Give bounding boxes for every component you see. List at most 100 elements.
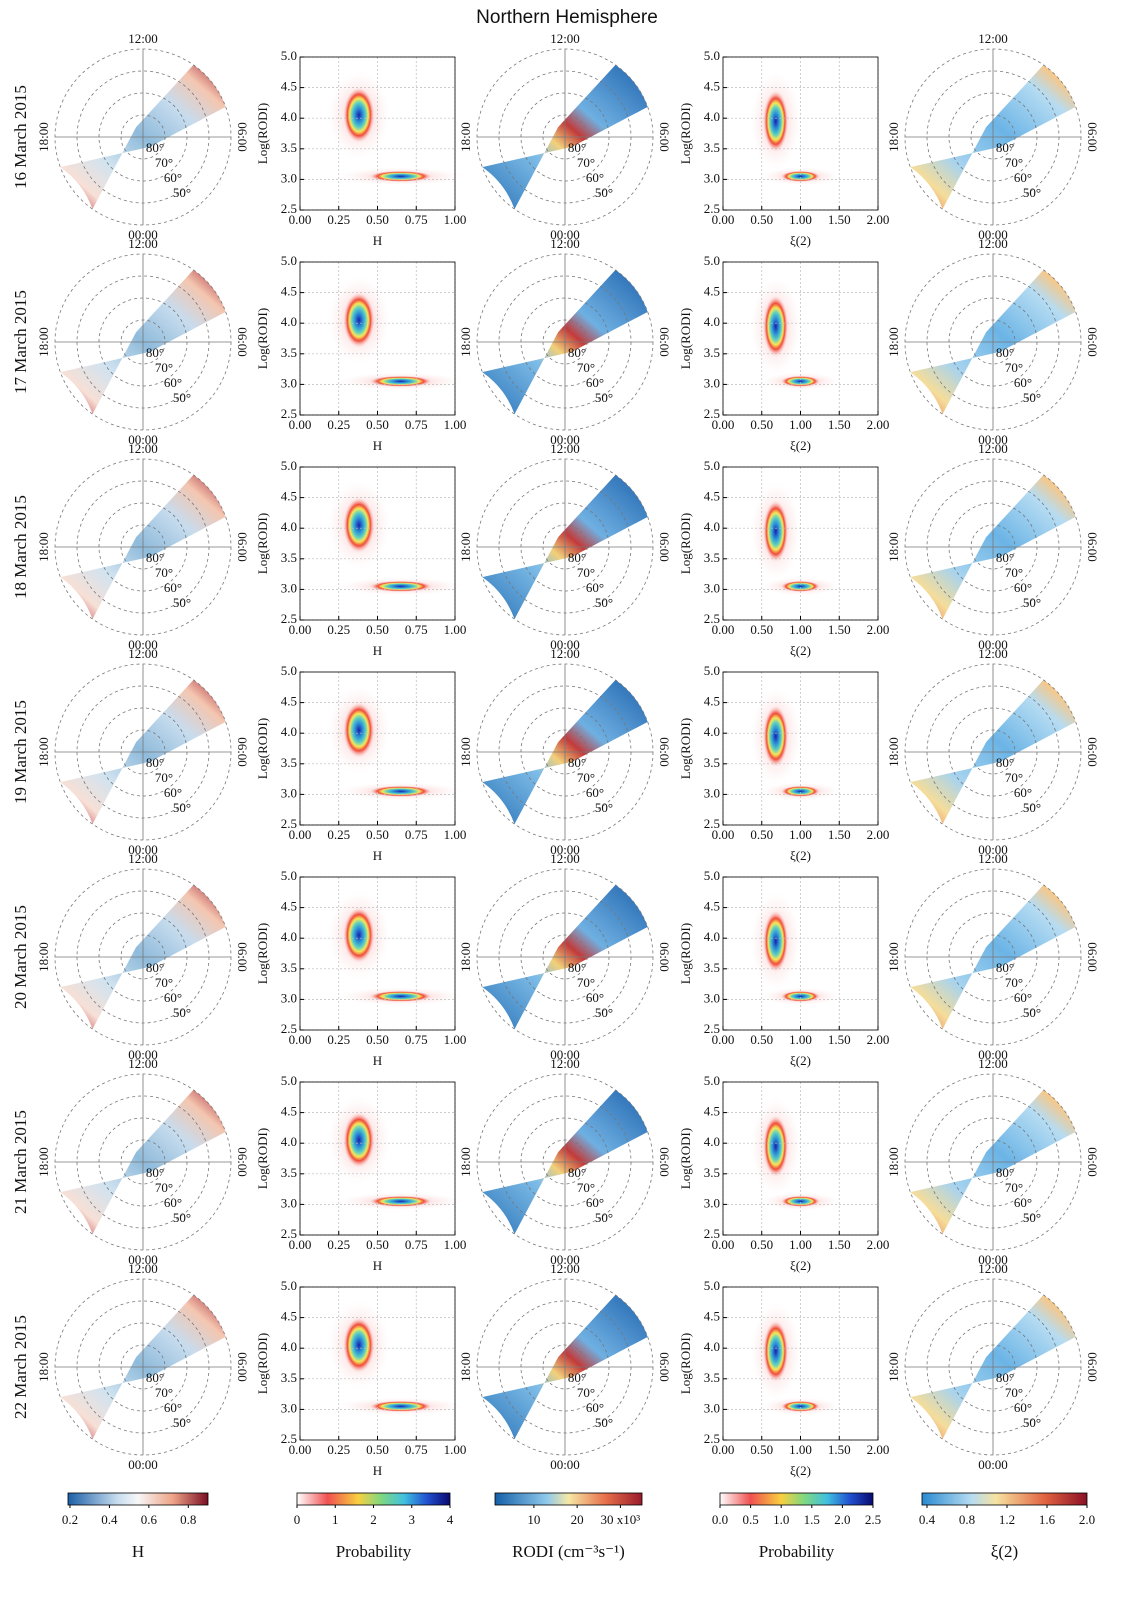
x-tick-label: 0.75	[405, 1237, 428, 1252]
y-tick-label: 2.5	[704, 201, 720, 216]
time-label: 18:00	[886, 942, 901, 972]
y-tick-label: 5.0	[704, 1278, 720, 1293]
row-label: 19 March 2015	[11, 700, 30, 804]
y-tick-label: 4.5	[704, 694, 720, 709]
time-label: 18:00	[36, 1352, 51, 1382]
x-tick-label: 1.50	[828, 212, 851, 227]
time-label: 12:00	[550, 236, 580, 251]
lat-label: 70°	[1005, 770, 1023, 785]
y-tick-label: 2.5	[704, 816, 720, 831]
lat-label: 70°	[1005, 360, 1023, 375]
x-tick-label: 1.00	[789, 417, 812, 432]
colorbar-tick-label: 1.5	[804, 1512, 820, 1527]
y-axis-label: Log(RODI)	[678, 1128, 693, 1189]
lat-label: 80°	[146, 550, 164, 565]
time-label: 12:00	[128, 31, 158, 46]
time-label: 06:00	[235, 1352, 250, 1382]
colorbar-tick-label: 0.4	[101, 1512, 118, 1527]
lat-label: 50°	[595, 185, 613, 200]
y-tick-label: 2.5	[704, 1021, 720, 1036]
y-tick-label: 4.0	[281, 519, 297, 534]
time-label: 06:00	[1085, 122, 1100, 152]
density-core	[343, 1113, 374, 1168]
lat-label: 80°	[146, 1370, 164, 1385]
lat-label: 70°	[155, 155, 173, 170]
lat-label: 80°	[996, 140, 1014, 155]
y-tick-label: 3.0	[281, 375, 297, 390]
y-axis-label: Log(RODI)	[678, 718, 693, 779]
x-tick-label: 0.75	[405, 417, 428, 432]
lat-label: 70°	[155, 360, 173, 375]
lat-label: 80°	[996, 755, 1014, 770]
x-tick-label: 0.50	[366, 827, 389, 842]
y-tick-label: 3.5	[281, 345, 297, 360]
density-core	[781, 1401, 820, 1412]
lat-label: 70°	[577, 155, 595, 170]
y-tick-label: 3.5	[281, 960, 297, 975]
time-label: 06:00	[235, 1147, 250, 1177]
x-tick-label: 2.00	[867, 1442, 890, 1457]
density-core	[370, 991, 432, 1002]
time-label: 18:00	[458, 327, 473, 357]
colorbar-tick-label: 20	[571, 1512, 584, 1527]
lat-label: 50°	[173, 390, 191, 405]
x-tick-label: 2.00	[867, 1237, 890, 1252]
time-label: 00:00	[128, 1457, 158, 1472]
x-axis-label: ξ(2)	[790, 1258, 811, 1273]
y-tick-label: 5.0	[281, 1278, 297, 1293]
lat-label: 60°	[164, 375, 182, 390]
time-label: 12:00	[978, 1056, 1008, 1071]
lat-label: 60°	[164, 1400, 182, 1415]
y-tick-label: 3.5	[704, 1370, 720, 1385]
y-tick-label: 3.5	[704, 755, 720, 770]
lat-label: 70°	[1005, 1180, 1023, 1195]
time-label: 06:00	[1085, 327, 1100, 357]
density-core	[370, 786, 432, 797]
lat-label: 60°	[586, 990, 604, 1005]
lat-label: 70°	[155, 770, 173, 785]
lat-label: 50°	[173, 185, 191, 200]
x-tick-label: 0.50	[366, 212, 389, 227]
lat-label: 50°	[595, 1210, 613, 1225]
y-tick-label: 4.0	[281, 109, 297, 124]
time-label: 06:00	[235, 327, 250, 357]
figure: Northern Hemisphere 16 March 201512:0000…	[0, 0, 1134, 1623]
y-tick-label: 4.0	[704, 929, 720, 944]
y-axis-label: Log(RODI)	[255, 513, 270, 574]
x-tick-label: 0.50	[366, 1237, 389, 1252]
y-tick-label: 3.5	[281, 1165, 297, 1180]
density-core	[763, 1116, 788, 1177]
time-label: 06:00	[657, 942, 672, 972]
lat-label: 60°	[164, 785, 182, 800]
lat-label: 50°	[1023, 390, 1041, 405]
x-tick-label: 1.00	[789, 1442, 812, 1457]
x-axis-label: H	[373, 643, 382, 658]
time-label: 12:00	[978, 646, 1008, 661]
lat-label: 50°	[173, 800, 191, 815]
lat-label: 50°	[595, 1005, 613, 1020]
lat-label: 80°	[996, 1370, 1014, 1385]
density-core	[343, 498, 374, 553]
y-tick-label: 4.5	[704, 899, 720, 914]
x-axis-label: H	[373, 438, 382, 453]
lat-label: 50°	[1023, 1415, 1041, 1430]
x-axis-label: ξ(2)	[790, 848, 811, 863]
density-core	[370, 1401, 432, 1412]
lat-label: 50°	[173, 595, 191, 610]
density-core	[343, 908, 374, 963]
time-label: 12:00	[550, 441, 580, 456]
y-tick-label: 2.5	[281, 816, 297, 831]
time-label: 06:00	[235, 122, 250, 152]
x-tick-label: 0.75	[405, 212, 428, 227]
x-tick-label: 1.00	[444, 1237, 467, 1252]
time-label: 06:00	[1085, 1352, 1100, 1382]
time-label: 12:00	[128, 646, 158, 661]
lat-label: 70°	[577, 565, 595, 580]
x-tick-label: 1.50	[828, 1032, 851, 1047]
colorbar-tick-label: 30 x10³	[601, 1512, 641, 1527]
x-tick-label: 0.25	[327, 212, 350, 227]
y-axis-label: Log(RODI)	[678, 103, 693, 164]
lat-label: 60°	[1014, 785, 1032, 800]
colorbar-tick-label: 1.6	[1039, 1512, 1056, 1527]
x-tick-label: 0.50	[750, 212, 773, 227]
